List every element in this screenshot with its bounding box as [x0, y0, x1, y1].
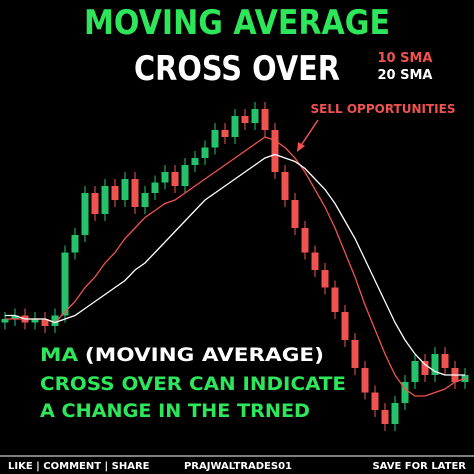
- candle-body: [401, 382, 409, 403]
- candle-body: [291, 200, 299, 228]
- candle-body: [281, 172, 289, 200]
- candle-body: [41, 319, 49, 326]
- arrow-head: [297, 142, 305, 152]
- candle-body: [111, 186, 119, 200]
- legend-entry: 10 SMA: [378, 51, 433, 66]
- candle-body: [351, 340, 359, 368]
- candle-body: [161, 172, 169, 183]
- candle-body: [301, 228, 309, 253]
- footer-text: PRAJWALTRADES01: [184, 461, 292, 472]
- candle-body: [31, 319, 39, 323]
- footer-text: SAVE FOR LATER: [372, 461, 466, 472]
- candle-body: [441, 354, 449, 368]
- caption-line: MA (MOVING AVERAGE): [40, 344, 324, 366]
- annotation: SELL OPPORTUNITIES: [311, 102, 456, 116]
- candle-body: [81, 193, 89, 235]
- candle-body: [431, 354, 439, 375]
- candle-body: [331, 287, 339, 312]
- caption-line: A CHANGE IN THE TRNED: [40, 400, 310, 422]
- candle-body: [381, 410, 389, 424]
- caption-line: CROSS OVER CAN INDICATE: [40, 373, 346, 395]
- candle-body: [121, 179, 129, 200]
- candle-body: [411, 361, 419, 382]
- candle-body: [251, 109, 259, 123]
- candle-body: [201, 147, 209, 158]
- legend-entry: 20 SMA: [378, 68, 433, 83]
- caption-part: MA: [40, 344, 78, 366]
- candle-body: [61, 252, 69, 316]
- candle-body: [181, 165, 189, 186]
- candle-body: [141, 193, 149, 207]
- candle-body: [131, 179, 139, 207]
- candle-body: [91, 193, 99, 214]
- candle-body: [311, 252, 319, 270]
- candle-body: [151, 182, 159, 193]
- chart-subtitle: CROSS OVER: [134, 49, 340, 89]
- candle-body: [241, 116, 249, 123]
- candle-body: [1, 319, 9, 323]
- plot: [1, 102, 469, 431]
- candle-body: [341, 312, 349, 340]
- candle-body: [371, 392, 379, 410]
- candle-body: [421, 361, 429, 375]
- candle-body: [261, 109, 269, 130]
- candle-body: [231, 116, 239, 137]
- candle-body: [11, 315, 19, 319]
- candle-body: [221, 130, 229, 137]
- candle-body: [71, 235, 79, 253]
- candle-body: [271, 130, 279, 172]
- sma-line: [5, 153, 465, 376]
- chart-title: MOVING AVERAGE: [84, 3, 390, 43]
- annotation-arrow: [299, 119, 319, 148]
- candle-body: [191, 158, 199, 165]
- candle-body: [51, 315, 59, 326]
- candle-body: [391, 403, 399, 424]
- candle-body: [171, 172, 179, 186]
- candle-body: [361, 368, 369, 393]
- candle-body: [321, 270, 329, 288]
- candle-body: [101, 186, 109, 214]
- caption-part: (MOVING AVERAGE): [85, 344, 324, 366]
- sma-line: [5, 136, 466, 397]
- candle-body: [211, 130, 219, 148]
- footer-text: LIKE | COMMENT | SHARE: [8, 461, 150, 472]
